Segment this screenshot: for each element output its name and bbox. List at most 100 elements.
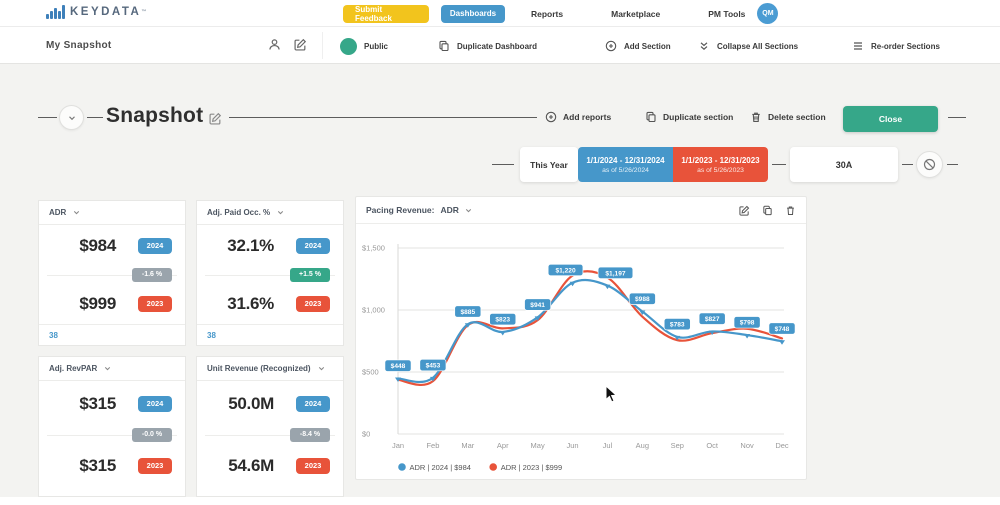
chevron-down-icon xyxy=(318,367,324,371)
main-content: Snapshot Add reports Duplicate section D… xyxy=(0,64,1000,497)
nav-tab-reports[interactable]: Reports xyxy=(531,8,564,19)
kpi-value-2023: $999 xyxy=(79,293,116,313)
nav-tab-marketplace[interactable]: Marketplace xyxy=(611,8,661,19)
chevron-down-icon xyxy=(105,367,111,371)
kpi-value-2024: $315 xyxy=(79,393,116,413)
chart-metric-selector[interactable]: ADR xyxy=(441,205,473,215)
edit-dashboard-icon[interactable] xyxy=(294,38,307,56)
reorder-sections-button[interactable]: Re-order Sections xyxy=(852,28,940,64)
edit-section-title-icon[interactable] xyxy=(209,112,222,130)
svg-text:$448: $448 xyxy=(391,363,406,370)
copy-icon xyxy=(645,111,657,123)
nav-tab-dashboards[interactable]: Dashboards xyxy=(441,4,505,23)
svg-text:Dec: Dec xyxy=(775,441,789,450)
edit-chart-icon[interactable] xyxy=(739,205,750,216)
double-chevron-down-icon xyxy=(698,40,710,52)
svg-text:ADR | 2023 | $999: ADR | 2023 | $999 xyxy=(501,463,562,472)
kpi-footnote[interactable]: 38 xyxy=(39,324,185,345)
svg-text:Jan: Jan xyxy=(392,441,404,450)
kpi-footnote[interactable]: 38 xyxy=(197,324,343,345)
add-section-button[interactable]: Add Section xyxy=(605,28,671,64)
svg-text:$798: $798 xyxy=(740,320,755,327)
kpi-value-2024: 32.1% xyxy=(227,235,274,255)
current-period-button[interactable]: 1/1/2024 - 12/31/2024 as of 5/26/2024 xyxy=(578,147,673,182)
user-avatar[interactable]: QM xyxy=(757,3,779,24)
add-reports-label: Add reports xyxy=(563,112,612,122)
kpi-comparison-row: 31.6% 2023 xyxy=(197,283,343,324)
submit-feedback-button[interactable]: Submit Feedback xyxy=(343,4,429,23)
svg-text:$1,197: $1,197 xyxy=(605,270,626,277)
kpi-header[interactable]: Adj. Paid Occ. % xyxy=(197,201,343,225)
trademark: ™ xyxy=(141,9,149,15)
collapse-all-sections-label: Collapse All Sections xyxy=(717,41,799,51)
svg-text:Jun: Jun xyxy=(566,441,578,450)
add-section-label: Add Section xyxy=(624,41,671,51)
keydata-logo[interactable]: KEYDATA™ xyxy=(46,5,149,19)
kpi-title: Adj. RevPAR xyxy=(49,364,98,373)
year-badge-2024: 2024 xyxy=(296,395,330,412)
svg-text:Apr: Apr xyxy=(497,441,509,450)
chevron-down-icon xyxy=(278,211,284,215)
svg-text:$0: $0 xyxy=(362,430,370,439)
comparison-period-range: 1/1/2023 - 12/31/2023 xyxy=(681,155,760,165)
booking-window-button[interactable]: 30A xyxy=(790,147,898,182)
date-preset-button[interactable]: This Year xyxy=(520,147,578,182)
kpi-comparison-row: $315 2023 xyxy=(39,443,185,488)
clear-filter-button[interactable] xyxy=(916,151,943,178)
visibility-toggle[interactable]: Public xyxy=(340,28,388,64)
kpi-header[interactable]: Unit Revenue (Recognized) xyxy=(197,357,343,381)
svg-text:$1,220: $1,220 xyxy=(555,267,576,274)
duplicate-chart-icon[interactable] xyxy=(762,205,773,216)
kpi-delta-badge: -1.6 % xyxy=(132,267,172,282)
kpi-header[interactable]: Adj. RevPAR xyxy=(39,357,185,381)
year-badge-2024: 2024 xyxy=(138,237,172,254)
close-section-button[interactable]: Close xyxy=(843,106,938,132)
kpi-delta-row: +1.5 % xyxy=(197,266,343,283)
svg-text:Mar: Mar xyxy=(461,441,474,450)
chart-toolbar xyxy=(739,205,796,216)
chart-metric-label: ADR xyxy=(440,205,459,215)
trash-icon xyxy=(750,111,762,123)
section-title: Snapshot xyxy=(106,104,204,127)
kpi-delta-badge: -8.4 % xyxy=(290,427,330,442)
delete-section-button[interactable]: Delete section xyxy=(750,111,826,123)
duplicate-dashboard-button[interactable]: Duplicate Dashboard xyxy=(438,28,537,64)
duplicate-section-label: Duplicate section xyxy=(663,112,734,122)
delete-chart-icon[interactable] xyxy=(785,205,796,216)
kpi-header[interactable]: ADR xyxy=(39,201,185,225)
share-user-icon[interactable] xyxy=(268,38,281,56)
add-reports-button[interactable]: Add reports xyxy=(545,111,611,123)
svg-text:$783: $783 xyxy=(670,322,685,329)
svg-text:$941: $941 xyxy=(530,302,545,309)
kpi-card-adj-paid-occ: Adj. Paid Occ. % 32.1% 2024 +1.5 % 31.6%… xyxy=(196,200,344,346)
svg-text:$1,500: $1,500 xyxy=(362,244,385,253)
kpi-current-row: 32.1% 2024 xyxy=(197,225,343,266)
public-status-dot xyxy=(340,37,357,55)
svg-text:ADR | 2024 | $984: ADR | 2024 | $984 xyxy=(410,463,471,472)
divider-dash xyxy=(947,164,958,165)
prohibition-icon xyxy=(923,158,936,171)
chart-title: Pacing Revenue: xyxy=(366,205,435,215)
divider-dash xyxy=(948,117,966,118)
collapse-section-button[interactable] xyxy=(59,105,84,130)
svg-text:Oct: Oct xyxy=(706,441,719,450)
kpi-value-2023: 54.6M xyxy=(228,455,274,475)
bar-chart-logo-icon xyxy=(46,5,65,19)
current-period-as-of: as of 5/26/2024 xyxy=(602,166,649,174)
svg-text:Jul: Jul xyxy=(603,441,613,450)
kpi-card-unit-revenue: Unit Revenue (Recognized) 50.0M 2024 -8.… xyxy=(196,356,344,497)
year-badge-2023: 2023 xyxy=(138,295,172,312)
chart-header: Pacing Revenue: ADR xyxy=(356,197,806,224)
comparison-period-button[interactable]: 1/1/2023 - 12/31/2023 as of 5/26/2023 xyxy=(673,147,768,182)
duplicate-dashboard-label: Duplicate Dashboard xyxy=(457,41,538,51)
year-badge-2023: 2023 xyxy=(296,457,330,474)
collapse-all-sections-button[interactable]: Collapse All Sections xyxy=(698,28,798,64)
nav-tab-pm-tools[interactable]: PM Tools xyxy=(708,8,746,19)
dashboard-title: My Snapshot xyxy=(46,40,112,51)
year-badge-2024: 2024 xyxy=(296,237,330,254)
duplicate-section-button[interactable]: Duplicate section xyxy=(645,111,733,123)
plus-circle-icon xyxy=(605,40,617,52)
pacing-revenue-line-chart[interactable]: $0 $500 $1,000 $1,500 Jan Feb Mar Apr May Jun Jul A… xyxy=(356,224,806,479)
svg-text:$500: $500 xyxy=(362,368,379,377)
